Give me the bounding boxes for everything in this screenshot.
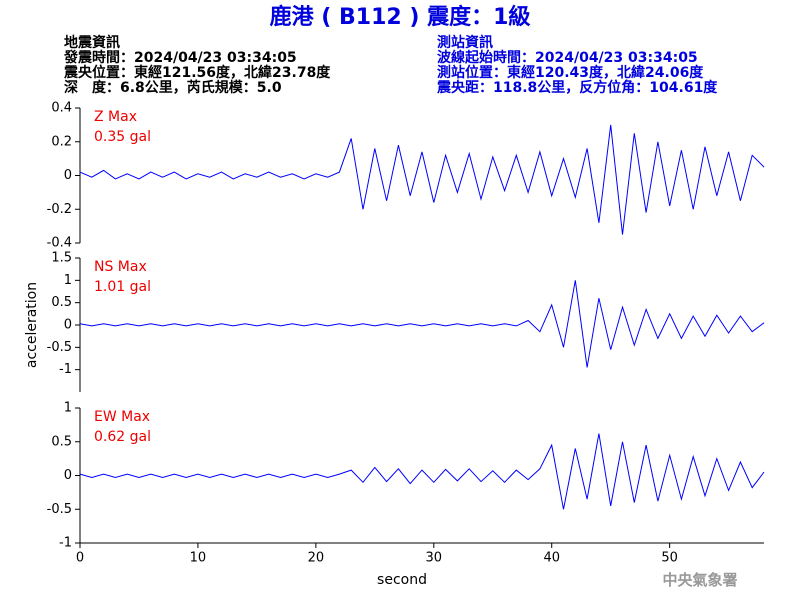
- info-line: 地震資訊: [64, 34, 120, 51]
- y-tick-label: 0: [64, 468, 72, 483]
- trace: [79, 280, 765, 368]
- y-tick-label: -0.2: [47, 202, 72, 217]
- x-tick-label: 30: [426, 551, 443, 566]
- annotation: NS Max: [94, 259, 147, 275]
- annotation: 0.35 gal: [94, 129, 151, 145]
- trace: [79, 124, 765, 235]
- y-tick-label: 0.4: [51, 101, 72, 116]
- annotation: 1.01 gal: [94, 279, 151, 295]
- x-tick-label: 0: [76, 551, 84, 566]
- trace: [79, 433, 765, 510]
- info-line: 震央距：118.8公里，反方位角：104.61度: [436, 79, 718, 96]
- y-tick-label: 0.2: [51, 134, 72, 149]
- y-tick-label: -0.4: [47, 236, 72, 251]
- info-line: 測站位置：東經120.43度，北緯24.06度: [437, 64, 704, 81]
- y-tick-label: 0.5: [51, 295, 72, 310]
- x-tick-label: 40: [543, 551, 560, 566]
- agency: 中央氣象署: [662, 571, 737, 589]
- info-line: 測站資訊: [437, 34, 493, 51]
- info-line: 震央位置：東經121.56度，北緯23.78度: [63, 64, 331, 81]
- y-tick-label: 0: [64, 168, 72, 183]
- y-tick-label: 0.5: [51, 434, 72, 449]
- x-axis-label: second: [377, 572, 427, 588]
- y-tick-label: -1: [59, 362, 72, 377]
- annotation: 0.62 gal: [94, 429, 151, 445]
- x-tick-label: 10: [190, 551, 207, 566]
- x-tick-label: 50: [661, 551, 678, 566]
- y-tick-label: 1: [64, 401, 72, 416]
- y-axis-label: acceleration: [24, 282, 40, 368]
- y-tick-label: 0: [64, 318, 72, 333]
- annotation: Z Max: [94, 109, 137, 125]
- x-tick-label: 20: [308, 551, 325, 566]
- y-tick-label: 1: [64, 273, 72, 288]
- y-tick-label: -0.5: [47, 502, 72, 517]
- info-line: 波線起始時間：2024/04/23 03:34:05: [437, 49, 698, 66]
- y-tick-label: -0.5: [47, 340, 72, 355]
- info-line: 深 度：6.8公里，芮氏規模：5.0: [64, 79, 282, 96]
- annotation: EW Max: [94, 409, 150, 425]
- info-line: 發震時間：2024/04/23 03:34:05: [63, 49, 297, 66]
- y-tick-label: -1: [59, 536, 72, 551]
- chart-title: 鹿港 ( B112 ) 震度：1級: [270, 4, 531, 30]
- y-tick-label: 1.5: [51, 251, 72, 266]
